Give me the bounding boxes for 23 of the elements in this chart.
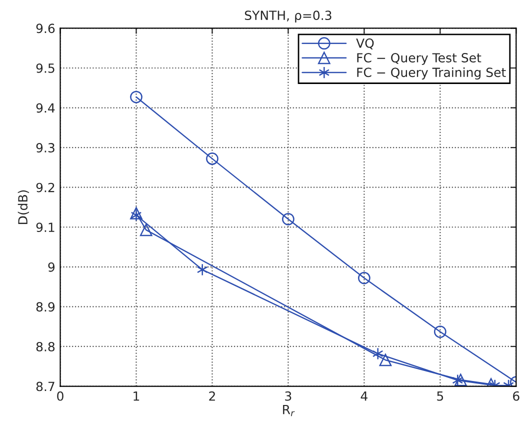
legend-label: VQ [356, 38, 374, 50]
y-tick-label: 9.6 [36, 24, 55, 34]
x-tick-label: 6 [513, 391, 520, 401]
y-tick-label: 9.4 [36, 103, 55, 113]
y-tick-label: 9.3 [36, 143, 54, 152]
x-tick-label: 4 [360, 392, 368, 401]
y-tick-label: 8.8 [36, 342, 55, 352]
y-tick-label: 8.9 [36, 302, 55, 312]
chart-title: SYNTH, ρ=0.3 [244, 10, 332, 22]
x-tick-label: 2 [209, 391, 215, 401]
legend-label: FC − Query Test Set [357, 53, 482, 65]
y-tick-label: 9.1 [36, 222, 54, 232]
x-tick-label: 3 [285, 391, 292, 401]
y-tick-label: 9.5 [36, 63, 54, 73]
y-tick-label: 9.2 [36, 182, 54, 192]
legend-label: FC − Query Training Set [357, 67, 506, 80]
x-tick-label: 5 [437, 392, 444, 401]
y-tick-label: 9 [48, 262, 55, 272]
x-tick-label: 1 [134, 392, 140, 401]
x-axis-title: R$_{r}$ [283, 404, 295, 416]
y-tick-label: 8.7 [36, 382, 54, 392]
y-axis-title: D(dB) [18, 190, 30, 224]
x-tick-label: 0 [57, 391, 64, 401]
